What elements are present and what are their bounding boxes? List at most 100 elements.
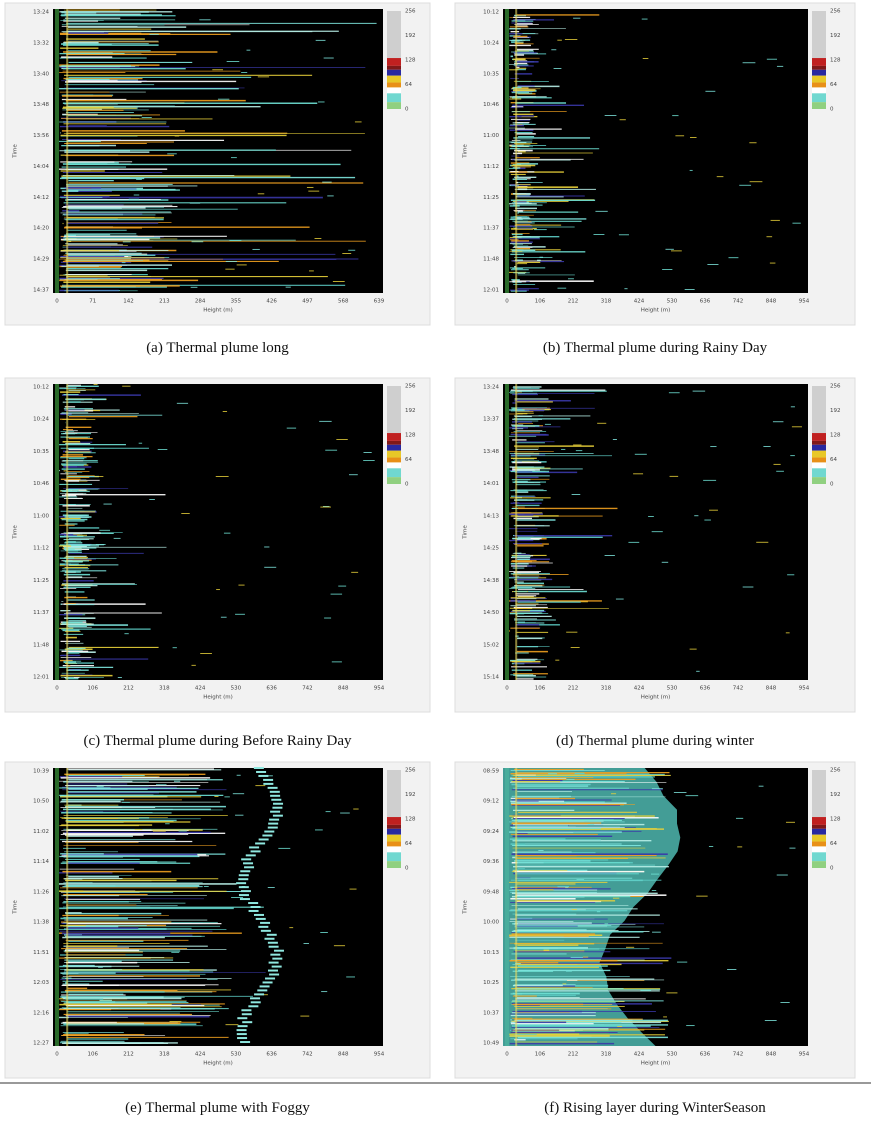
colorbar-segment: [387, 817, 401, 825]
x-tick-label: 318: [159, 686, 170, 692]
x-tick-label: 106: [535, 299, 546, 305]
x-tick-label: 742: [302, 686, 313, 692]
x-tick-label: 954: [799, 1052, 810, 1058]
colorbar-segment: [812, 770, 826, 818]
colorbar-segment: [812, 834, 826, 842]
colorbar-tick-label: 128: [830, 58, 841, 64]
ground-band: [505, 384, 509, 680]
x-axis-label: Height (m): [203, 695, 233, 701]
y-tick-label: 11:25: [33, 578, 49, 584]
colorbar-segment: [812, 852, 826, 862]
colorbar-tick-label: 256: [405, 768, 416, 774]
y-tick-label: 12:03: [33, 980, 49, 986]
y-axis-label: Time: [463, 525, 469, 540]
x-tick-label: 954: [799, 686, 810, 692]
x-tick-label: 424: [195, 686, 206, 692]
left-band: [515, 768, 518, 1046]
y-tick-label: 14:25: [483, 546, 499, 552]
colorbar-segment: [387, 462, 401, 469]
plume-image: [55, 9, 377, 293]
x-tick-label: 636: [266, 686, 277, 692]
colorbar-segment: [812, 477, 826, 484]
x-tick-label: 318: [601, 299, 612, 305]
ground-band: [55, 384, 59, 680]
x-tick-label: 848: [766, 299, 777, 305]
colorbar-segment: [387, 102, 401, 109]
x-tick-label: 848: [766, 1052, 777, 1058]
plume-image: [505, 384, 802, 680]
x-tick-label: 530: [667, 299, 678, 305]
caption: (c) Thermal plume during Before Rainy Da…: [84, 733, 352, 749]
colorbar-segment: [812, 386, 826, 434]
colorbar-segment: [812, 11, 826, 59]
y-tick-label: 11:37: [33, 610, 49, 616]
x-tick-label: 284: [195, 299, 206, 305]
x-tick-label: 497: [302, 299, 313, 305]
y-tick-label: 10:24: [33, 417, 49, 423]
y-tick-label: 15:14: [483, 675, 499, 681]
x-tick-label: 568: [338, 299, 349, 305]
x-tick-label: 106: [535, 686, 546, 692]
x-tick-label: 0: [505, 1052, 509, 1058]
y-tick-label: 11:37: [483, 226, 499, 232]
colorbar-segment: [812, 468, 826, 478]
x-tick-label: 424: [195, 1052, 206, 1058]
y-tick-label: 10:46: [483, 102, 499, 108]
y-tick-label: 08:59: [483, 769, 499, 775]
colorbar-segment: [387, 468, 401, 478]
colorbar-segment: [387, 450, 401, 458]
colorbar-segment: [812, 444, 826, 451]
y-tick-label: 14:29: [33, 257, 49, 263]
colorbar-segment: [387, 65, 401, 70]
y-tick-label: 09:24: [483, 829, 499, 835]
colorbar-tick-label: 128: [405, 433, 416, 439]
y-tick-label: 10:35: [33, 449, 49, 455]
colorbar-segment: [812, 65, 826, 70]
colorbar-tick-label: 0: [405, 482, 409, 488]
y-tick-label: 10:00: [483, 920, 499, 926]
plume-image: [505, 9, 801, 293]
colorbar-segment: [387, 477, 401, 484]
colorbar-segment: [812, 846, 826, 853]
colorbar-segment: [812, 457, 826, 463]
colorbar-tick-label: 64: [405, 82, 412, 88]
colorbar-tick-label: 64: [830, 457, 837, 463]
x-tick-label: 424: [634, 1052, 645, 1058]
colorbar-segment: [387, 386, 401, 434]
y-tick-label: 14:04: [33, 164, 49, 170]
colorbar-tick-label: 128: [405, 58, 416, 64]
colorbar-tick-label: 256: [830, 384, 841, 390]
x-tick-label: 636: [266, 1052, 277, 1058]
x-tick-label: 530: [231, 1052, 242, 1058]
colorbar-tick-label: 64: [830, 82, 837, 88]
x-tick-label: 318: [601, 1052, 612, 1058]
x-tick-label: 954: [374, 1052, 385, 1058]
ground-band: [505, 9, 509, 293]
colorbar-segment: [812, 433, 826, 441]
y-tick-label: 14:13: [483, 513, 499, 519]
colorbar-segment: [387, 82, 401, 88]
x-tick-label: 212: [123, 1052, 134, 1058]
x-tick-label: 318: [601, 686, 612, 692]
y-tick-label: 13:37: [483, 417, 499, 423]
colorbar-tick-label: 256: [830, 768, 841, 774]
colorbar-segment: [387, 11, 401, 59]
y-tick-label: 11:14: [33, 859, 49, 865]
x-tick-label: 530: [231, 686, 242, 692]
plot-area: [53, 384, 383, 680]
y-axis-label: Time: [13, 900, 19, 915]
y-tick-label: 13:32: [33, 40, 49, 46]
colorbar-tick-label: 192: [405, 408, 416, 414]
colorbar-segment: [387, 828, 401, 835]
plume-image: [55, 767, 359, 1046]
y-tick-label: 14:38: [483, 578, 499, 584]
x-tick-label: 636: [700, 299, 711, 305]
y-tick-label: 09:12: [483, 799, 499, 805]
colorbar-segment: [812, 817, 826, 825]
colorbar-segment: [387, 444, 401, 451]
y-tick-label: 10:12: [33, 385, 49, 391]
colorbar-segment: [812, 462, 826, 469]
colorbar-segment: [812, 102, 826, 109]
x-tick-label: 636: [700, 1052, 711, 1058]
colorbar-tick-label: 192: [830, 792, 841, 798]
